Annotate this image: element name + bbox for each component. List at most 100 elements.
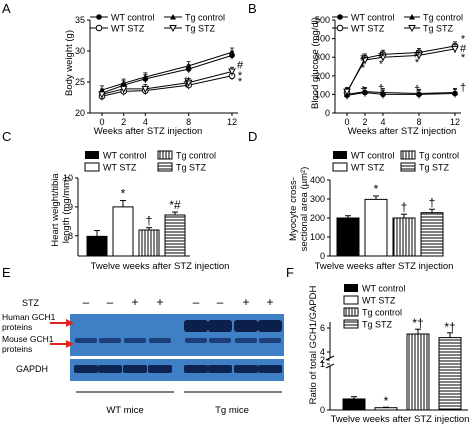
panel-f-plot: 0 124 6 * *† *† — [320, 316, 468, 415]
legend-swatch-solid — [344, 284, 358, 292]
legend-marker-open-circle — [95, 24, 103, 32]
panel-c-bar — [86, 235, 108, 257]
panel-b-annotation: # — [360, 52, 367, 64]
panel-f-y-tick-label: 1 — [320, 359, 325, 369]
panel-a-data-point — [99, 87, 105, 93]
panel-b-chart: Weeks after STZ injection Blood glucose … — [310, 13, 467, 138]
panel-a-legend: WT control WT STZ Tg control Tg STZ — [90, 13, 225, 34]
mouse-gch1-band — [75, 338, 97, 343]
panel-c-y-tick-label: 10 — [63, 173, 73, 183]
gapdh-bands — [74, 365, 282, 373]
panel-letter-b: B — [248, 1, 257, 16]
panel-d-legend-wt-stz: WT STZ — [351, 163, 385, 173]
legend-swatch-vertical-hatch — [343, 307, 359, 317]
panel-c-bar — [164, 214, 186, 257]
panel-a-annotation: # — [184, 75, 191, 87]
panel-f-bar — [406, 333, 430, 411]
legend-swatch-vertical-hatch — [400, 150, 416, 160]
panel-d-significance-label: † — [401, 200, 408, 214]
panel-f-significance-label: * — [384, 394, 389, 408]
panel-f-axis-break — [325, 355, 335, 361]
gapdh-band — [74, 365, 98, 373]
panel-b-legend-tg-control: Tg control — [423, 13, 463, 23]
panel-d-bar — [420, 212, 444, 257]
red-arrow-head — [66, 319, 74, 327]
legend-swatch-open — [84, 162, 100, 172]
panel-b-annotation: * — [415, 57, 420, 69]
human-gch1-label-line2: proteins — [2, 322, 32, 332]
panel-c-y-tick-label: 8 — [68, 231, 73, 241]
mouse-gch1-band — [235, 338, 257, 343]
legend-swatch-solid — [85, 151, 99, 159]
panel-c-significance-label: * — [121, 187, 126, 201]
legend-swatch-horizontal-hatch — [400, 162, 416, 172]
panel-f-y-tick-label: 0 — [320, 405, 325, 415]
legend-swatch-open — [332, 162, 348, 172]
panel-a-data-point — [119, 85, 128, 93]
legend-marker-filled-circle — [337, 14, 343, 20]
gapdh-band — [98, 365, 122, 373]
panel-b-annotation: * — [361, 62, 366, 74]
panel-b-annotation: * — [461, 52, 466, 64]
panel-f-significance-label: *† — [444, 320, 455, 334]
panel-f-axis-break — [325, 363, 335, 369]
panel-d-legend-wt-control: WT control — [351, 151, 394, 161]
panel-b-annotation: † — [360, 85, 366, 97]
panel-c-legend-tg-stz: Tg STZ — [176, 163, 207, 173]
panel-b-y-tick-label: 500 — [315, 15, 330, 25]
panel-a-y-tick-label: 25 — [75, 77, 85, 87]
panel-f-legend-tg-stz: Tg STZ — [362, 320, 393, 330]
panel-a-y-tick-label: 30 — [75, 46, 85, 56]
human-gch1-band — [258, 320, 282, 332]
panel-a-x-tick-label: 0 — [99, 117, 104, 127]
wt-mice-label: WT mice — [106, 405, 143, 416]
legend-swatch-horizontal-hatch — [343, 319, 359, 329]
panel-a-x-tick-label: 8 — [186, 117, 191, 127]
panel-b-legend-wt-control: WT control — [351, 13, 394, 23]
stz-mark: – — [217, 295, 224, 309]
panel-d-bar — [336, 217, 360, 257]
human-gch1-band — [184, 320, 208, 332]
panel-f-bar — [438, 337, 462, 411]
panel-c-legend: WT control WT STZ Tg control Tg STZ — [84, 150, 216, 173]
human-gch1-band — [234, 320, 258, 332]
panel-a-annotation: * — [185, 82, 190, 94]
panel-b-y-tick-label: 0 — [325, 108, 330, 118]
panel-b-annotation: * — [379, 59, 384, 71]
panel-b-x-tick-label: 0 — [344, 117, 349, 127]
panel-a-data-point — [185, 62, 192, 69]
panel-letter-f: F — [286, 265, 294, 280]
panel-b-annotation: † — [378, 83, 384, 95]
panel-letter-a: A — [2, 1, 11, 16]
panel-f-ylabel: Ratio of total GCH1/GAPDH — [308, 285, 319, 404]
panel-b-data-point — [343, 88, 351, 96]
panel-b-data-point — [362, 88, 368, 95]
red-arrows — [50, 319, 74, 348]
panel-b-x-tick-label: 8 — [416, 117, 421, 127]
panel-b-annotation: # — [378, 49, 385, 61]
panel-a-x-tick-label: 12 — [227, 117, 237, 127]
legend-marker-open-triangle — [408, 25, 416, 33]
stz-mark: + — [266, 295, 273, 309]
legend-marker-open-triangle — [169, 25, 177, 33]
panel-d-bar — [392, 217, 416, 257]
mouse-gch1-band — [124, 338, 146, 343]
stz-mark: – — [107, 295, 114, 309]
panel-c-plot: 8 9 10 * † *# — [63, 173, 190, 257]
panel-b-xlabel: Weeks after STZ injection — [348, 126, 457, 137]
panel-f-legend: WT control WT STZ Tg control Tg STZ — [343, 284, 405, 330]
stz-mark: – — [193, 295, 200, 309]
gapdh-band — [148, 365, 172, 373]
panel-b-y-tick-label: 400 — [315, 34, 330, 44]
panel-c-y-tick-label: 9 — [68, 202, 73, 212]
western-blot-panel: STZ – – + + – – + + Human GCH1 proteins Mouse G… — [2, 295, 284, 416]
panel-b-data-point — [380, 89, 386, 96]
panel-a-data-point — [98, 91, 106, 99]
panel-b-x-tick-label: 4 — [380, 117, 385, 127]
panel-b-data-point — [415, 52, 423, 60]
gapdh-band — [208, 365, 232, 373]
panel-d-y-tick-label: 100 — [310, 232, 325, 242]
panel-c-legend-wt-control: WT control — [103, 151, 146, 161]
panel-b-data-point — [361, 56, 369, 65]
